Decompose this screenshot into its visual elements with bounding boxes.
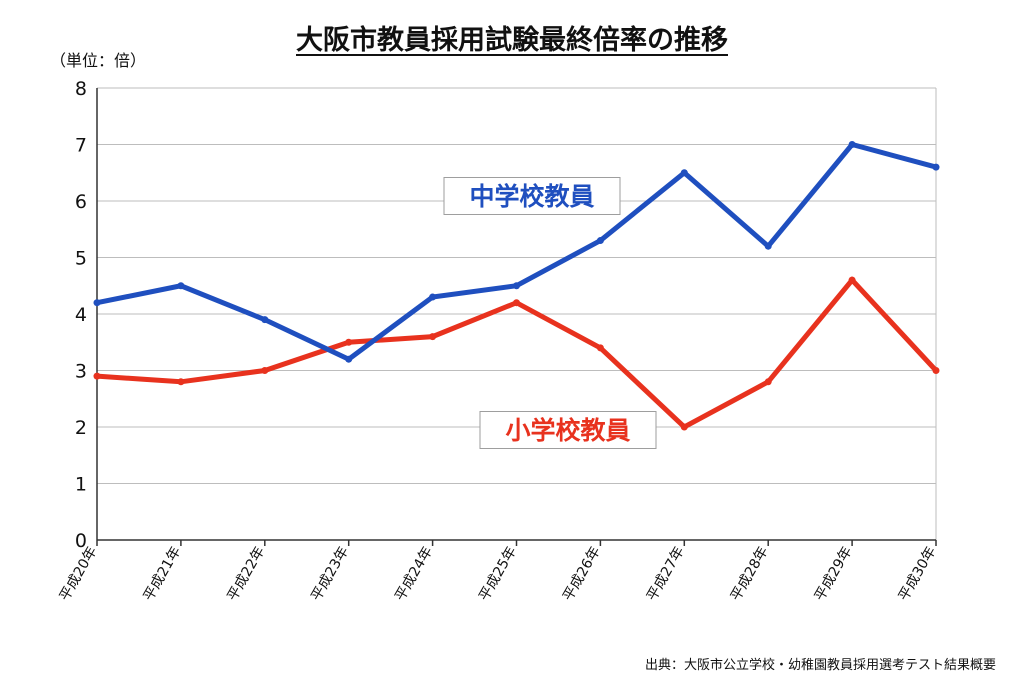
data-point [932, 163, 940, 171]
series-label: 小学校教員 [505, 416, 630, 445]
y-tick-label: 6 [75, 191, 87, 213]
data-point [261, 367, 269, 374]
series-line-0 [96, 141, 937, 363]
data-point [596, 237, 604, 245]
x-tick-label: 平成26年 [560, 544, 604, 604]
y-tick-label: 3 [75, 361, 87, 383]
series-label: 中学校教員 [469, 182, 594, 211]
unit-label: （単位：倍） [50, 51, 147, 70]
data-point [848, 276, 856, 284]
y-tick-label: 5 [75, 248, 87, 270]
x-tick-label: 平成23年 [308, 544, 352, 604]
x-tick-label: 平成29年 [812, 544, 856, 604]
x-tick-label: 平成22年 [224, 544, 268, 604]
data-point [429, 293, 437, 301]
chart-title: 大阪市教員採用試験最終倍率の推移 [0, 18, 1024, 57]
x-tick-label: 平成24年 [392, 544, 436, 604]
x-tick-label: 平成21年 [141, 544, 185, 604]
data-point [848, 141, 856, 148]
data-point [345, 338, 353, 346]
y-tick-label: 0 [75, 530, 87, 552]
y-tick-label: 4 [75, 304, 87, 326]
data-point [429, 333, 437, 341]
data-point [764, 378, 772, 386]
chart-title-text: 大阪市教員採用試験最終倍率の推移 [296, 25, 728, 56]
x-tick-label: 平成30年 [896, 544, 940, 604]
data-point [261, 316, 269, 324]
x-tick-label: 平成25年 [476, 544, 520, 604]
data-point [513, 299, 520, 307]
series-label-box [443, 177, 621, 215]
data-point [680, 423, 688, 431]
y-tick-label: 2 [75, 417, 87, 439]
data-point [93, 372, 101, 380]
source-note: 出典：大阪市公立学校・幼稚園教員採用選考テスト結果概要 [644, 658, 996, 673]
series-label-box [479, 411, 657, 449]
data-point [345, 355, 353, 363]
data-point [513, 282, 520, 290]
data-point [596, 344, 604, 352]
data-point [932, 367, 940, 374]
data-point [177, 378, 185, 386]
y-tick-label: 7 [75, 135, 87, 157]
x-tick-label: 平成20年 [57, 544, 101, 604]
data-point [680, 169, 688, 177]
y-tick-label: 1 [75, 474, 87, 496]
data-point [764, 242, 772, 250]
data-point [177, 282, 185, 290]
data-point [93, 299, 101, 307]
y-tick-label: 8 [75, 78, 87, 100]
x-tick-label: 平成27年 [644, 544, 688, 604]
x-tick-label: 平成28年 [728, 544, 772, 604]
